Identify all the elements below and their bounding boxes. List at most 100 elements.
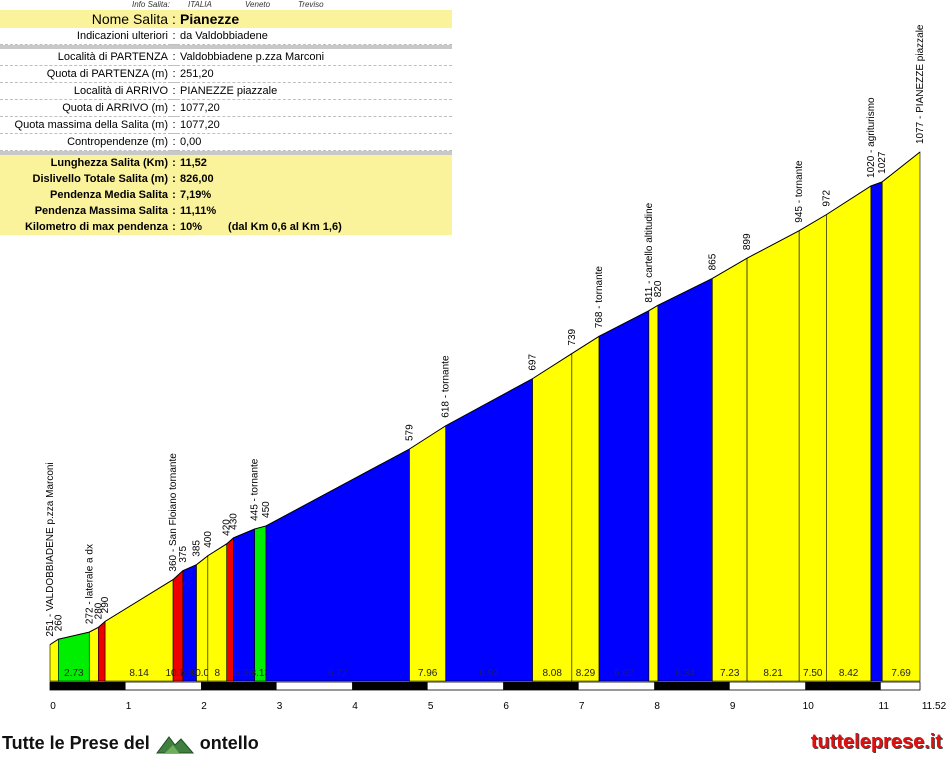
x-tick-label: 3 (277, 701, 283, 712)
info-value: Pianezze (177, 10, 452, 28)
segment-grade-label: 8.42 (839, 668, 859, 679)
info-label: Contropendenze (m) (0, 133, 171, 151)
info-label: Quota massima della Salita (m) (0, 116, 171, 134)
profile-segment (826, 185, 872, 682)
km-scale-block (654, 682, 730, 690)
x-tick-label: 4 (352, 701, 358, 712)
point-label: 360 - San Floiano tornante (168, 453, 179, 572)
info-value-text: 11,52 (180, 157, 207, 169)
x-tick-label: 10 (803, 701, 815, 712)
point-label: 445 - tornante (250, 458, 261, 521)
profile-segment (104, 579, 174, 682)
x-tick-label: 6 (503, 701, 509, 712)
info-value: Valdobbiadene p.zza Marconi (177, 49, 452, 66)
point-label: 1027 (877, 151, 888, 174)
info-value-text: 1077,20 (180, 102, 220, 114)
info-label: Quota di PARTENZA (m) (0, 65, 171, 83)
info-label: Indicazioni ulteriori (0, 28, 171, 45)
x-tick-label: 1 (126, 701, 132, 712)
point-label: 945 - tornante (794, 160, 805, 223)
info-value: 11,52 (177, 155, 452, 171)
profile-segment (226, 537, 234, 682)
segment-grade-label: 8.21 (763, 668, 783, 679)
point-label: 420 (222, 519, 233, 536)
info-label: Info Salita: (132, 0, 170, 9)
info-separator: : (171, 187, 177, 203)
brand-text-left: Tutte le Prese del (2, 733, 150, 753)
point-label: 739 (567, 328, 578, 345)
info-row: Pendenza Massima Salita:11,11% (0, 203, 452, 219)
point-label: 251 - VALDOBBIADENE p.zza Marconi (45, 462, 56, 636)
x-tick-label: 8 (654, 701, 660, 712)
info-separator: : (171, 219, 177, 235)
x-tick-label: 5 (428, 701, 434, 712)
x-tick-label: 11 (879, 701, 890, 712)
segment-grade-label: 8 (214, 668, 220, 679)
segment-grade-label: 6.34 (675, 668, 695, 679)
profile-segment (172, 569, 184, 682)
segment-grade-label: 5.88 (180, 668, 200, 679)
info-value-text: 11,11% (180, 205, 217, 217)
x-tick-label: 0 (50, 701, 56, 712)
info-row: Kilometro di max pendenza:10% (dal Km 0,6… (0, 219, 452, 235)
info-value-text: 0,00 (180, 136, 202, 148)
info-value-text: 826,00 (180, 173, 214, 185)
info-separator: : (171, 82, 177, 100)
x-tick-label: 9 (730, 701, 736, 712)
info-value-text: 7,19% (180, 189, 212, 201)
info-value-text: PIANEZZE piazzale (180, 85, 278, 97)
info-value: 826,00 (177, 171, 452, 187)
info-header: Info Salita: ITALIA Veneto Treviso (0, 0, 452, 10)
profile-segment (571, 335, 600, 682)
info-row: Indicazioni ulteriori: da Valdobbiadene (0, 28, 452, 45)
profile-segment (182, 564, 197, 682)
segment-grade-label: 8.29 (576, 668, 596, 679)
km-scale-block (805, 682, 881, 690)
info-value-text: Pianezze (180, 11, 240, 27)
point-label: 1020 - agriturismo (866, 97, 877, 178)
segment-grade-label: 6.92 (479, 668, 499, 679)
point-label: 450 (261, 501, 272, 518)
profile-segment (532, 353, 573, 682)
profile-segment (798, 214, 827, 682)
segment-grade-label: 8.14 (129, 668, 149, 679)
point-label: 400 (203, 531, 214, 548)
profile-segment (746, 230, 800, 682)
info-separator: : (171, 171, 177, 187)
info-row: Lunghezza Salita (Km):11,52 (0, 155, 452, 171)
km-scale-block (352, 682, 428, 690)
climb-info-table: Nome Salita: Pianezze Indicazioni ulterior… (0, 10, 452, 235)
site-name[interactable]: tutteleprese.it (810, 731, 942, 753)
segment-grade-label: 7.69 (891, 668, 911, 679)
info-value: 1077,20 (177, 116, 452, 134)
info-separator: : (171, 203, 177, 219)
info-label: Lunghezza Salita (Km) (0, 155, 171, 171)
info-label: Località di PARTENZA (0, 49, 171, 66)
segment-grade-label: 6.72 (328, 668, 348, 679)
info-label: Dislivello Totale Salita (m) (0, 171, 171, 187)
profile-segment (870, 181, 883, 682)
info-row: Località di PARTENZA: Valdobbiadene p.zza… (0, 49, 452, 66)
profile-segment (254, 525, 267, 682)
info-value: 1077,20 (177, 99, 452, 117)
brand-text-right: ontello (199, 733, 259, 753)
brand-logo: Tutte le Prese del ontello (2, 733, 259, 755)
profile-segment (88, 626, 99, 682)
point-label: 697 (528, 354, 539, 371)
info-separator: : (171, 99, 177, 117)
point-label: 1077 - PIANEZZE piazzale (915, 24, 926, 144)
info-row: Contropendenze (m):0,00 (0, 133, 452, 151)
info-value: PIANEZZE piazzale (177, 82, 452, 100)
table-divider (0, 150, 452, 155)
segment-grade-label: 6.62 (614, 668, 634, 679)
segment-grade-label: 7.50 (803, 668, 823, 679)
info-extra: (dal Km 0,6 al Km 1,6) (228, 221, 342, 233)
info-row: Nome Salita: Pianezze (0, 10, 452, 28)
info-row: Quota massima della Salita (m):1077,20 (0, 116, 452, 134)
profile-segment (207, 543, 228, 682)
profile-segment (409, 425, 447, 682)
info-separator: : (171, 28, 177, 45)
km-scale-bar (49, 681, 921, 691)
info-separator: : (171, 10, 177, 28)
